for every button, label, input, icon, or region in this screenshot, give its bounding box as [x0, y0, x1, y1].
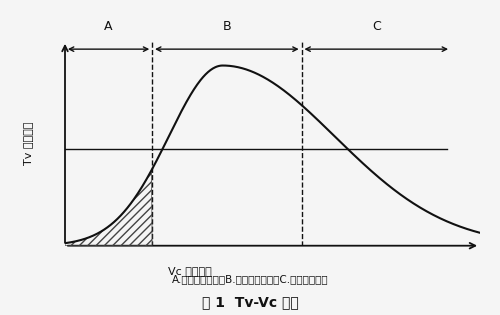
Text: A: A: [104, 20, 113, 33]
Text: 图 1  Tv-Vc 曲线: 图 1 Tv-Vc 曲线: [202, 295, 298, 309]
Text: C: C: [372, 20, 380, 33]
Text: Vc 切削速度: Vc 切削速度: [168, 266, 212, 276]
Text: Tv 切削温度: Tv 切削温度: [22, 122, 32, 165]
Text: B: B: [222, 20, 231, 33]
Text: A.常规切削区域；B.不能切削区域；C.高速切削区域: A.常规切削区域；B.不能切削区域；C.高速切削区域: [172, 274, 328, 284]
